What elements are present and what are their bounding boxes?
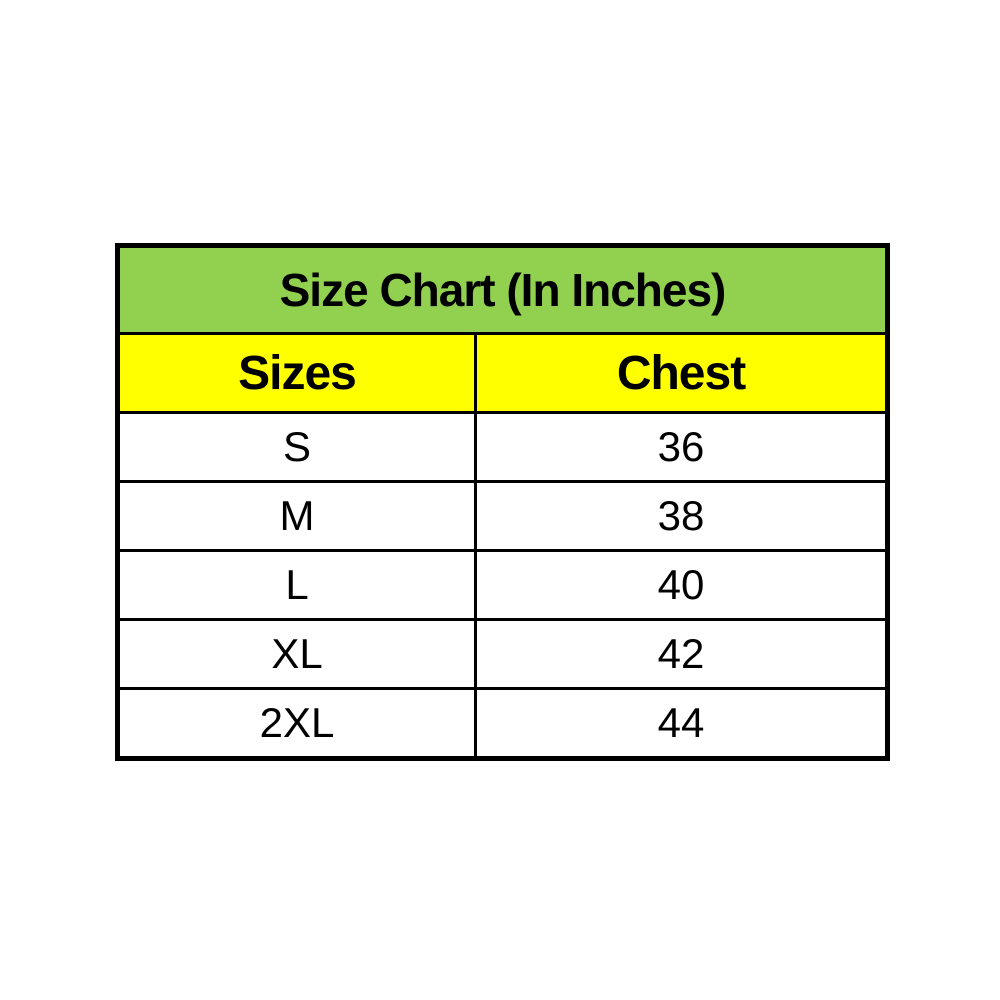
- chest-cell: 38: [474, 480, 889, 552]
- table-row: S 36: [116, 411, 889, 483]
- table-row: L 40: [116, 549, 889, 621]
- column-header-chest: Chest: [474, 332, 889, 414]
- chest-cell: 44: [474, 687, 889, 760]
- table-title-row: Size Chart (In Inches): [116, 244, 889, 335]
- chest-cell: 40: [474, 549, 889, 621]
- chest-cell: 36: [474, 411, 889, 483]
- chest-cell: 42: [474, 618, 889, 690]
- size-cell: M: [116, 480, 477, 552]
- table-row: 2XL 44: [116, 687, 889, 760]
- size-cell: XL: [116, 618, 477, 690]
- size-cell: S: [116, 411, 477, 483]
- size-cell: L: [116, 549, 477, 621]
- size-chart-table: Size Chart (In Inches) Sizes Chest S 36 …: [115, 243, 890, 761]
- size-cell: 2XL: [116, 687, 477, 760]
- table-row: M 38: [116, 480, 889, 552]
- column-header-sizes: Sizes: [116, 332, 477, 414]
- table-title: Size Chart (In Inches): [116, 244, 889, 335]
- table-row: XL 42: [116, 618, 889, 690]
- table-header-row: Sizes Chest: [116, 332, 889, 414]
